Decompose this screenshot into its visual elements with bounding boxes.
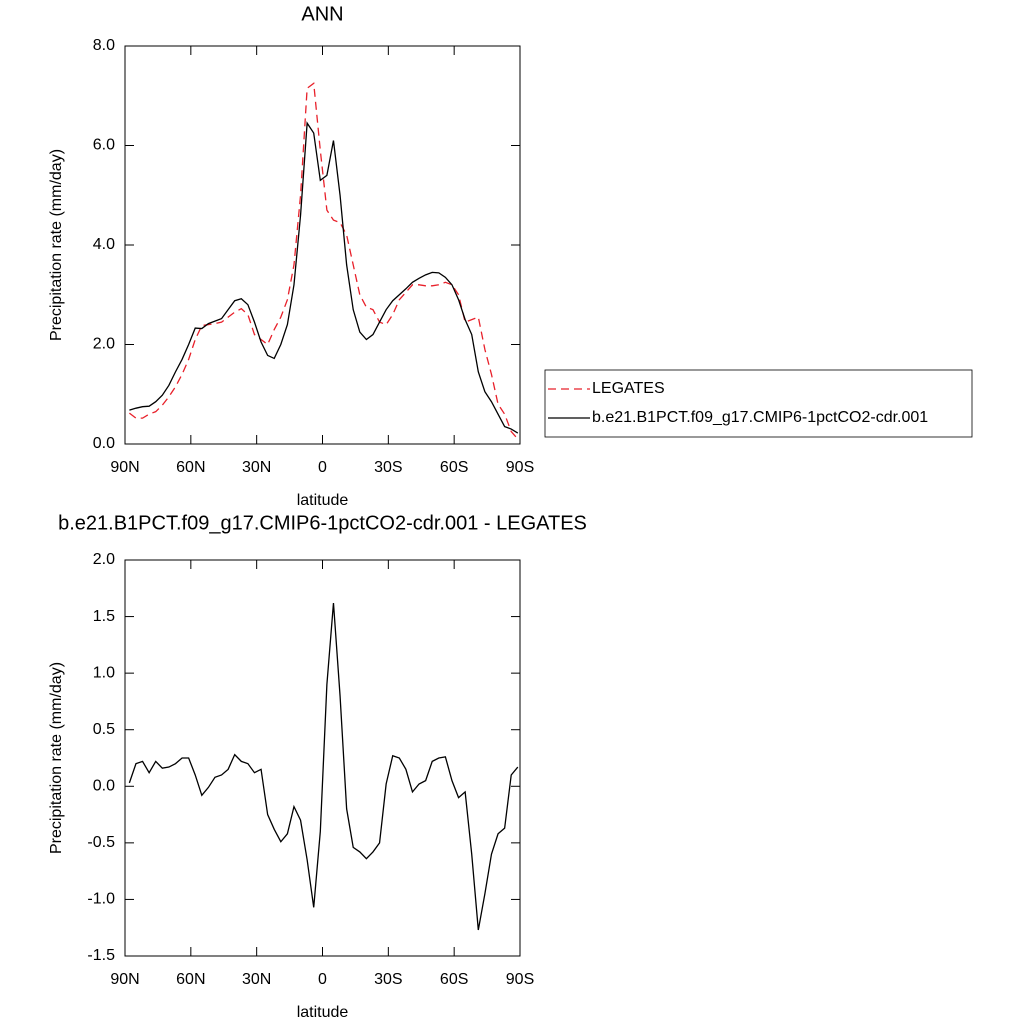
y-tick-label: 0.0 [93, 778, 115, 795]
x-tick-label: 90S [506, 459, 534, 476]
x-tick-label: 60N [176, 459, 205, 476]
legend-box [544, 369, 973, 438]
x-tick-label: 90N [110, 459, 139, 476]
y-tick-label: 1.5 [93, 608, 115, 625]
x-tick-label: 0 [318, 459, 327, 476]
x-tick-label: 90S [506, 971, 534, 988]
x-tick-label: 60S [440, 459, 468, 476]
y-tick-label: 2.0 [93, 336, 115, 353]
y-tick-label: 0.0 [93, 435, 115, 452]
x-tick-label: 30S [374, 459, 402, 476]
chart-title: b.e21.B1PCT.f09_g17.CMIP6-1pctCO2-cdr.00… [58, 512, 587, 534]
y-tick-label: 4.0 [93, 236, 115, 253]
series-line [128, 82, 519, 440]
legend-label: LEGATES [592, 380, 665, 397]
y-tick-label: 8.0 [93, 37, 115, 54]
series-line [129, 121, 519, 434]
legend-label: b.e21.B1PCT.f09_g17.CMIP6-1pctCO2-cdr.00… [592, 409, 928, 426]
y-tick-label: 2.0 [93, 551, 115, 568]
y-axis-label: Precipitation rate (mm/day) [48, 662, 65, 854]
y-tick-label: 6.0 [93, 137, 115, 154]
x-tick-label: 60S [440, 971, 468, 988]
x-tick-label: 60N [176, 971, 205, 988]
x-tick-label: 0 [318, 971, 327, 988]
x-tick-label: 30S [374, 971, 402, 988]
series-line [128, 602, 519, 931]
x-axis-label: latitude [297, 492, 349, 509]
plot-frame [124, 45, 521, 445]
chart-title: ANN [301, 3, 343, 25]
x-tick-label: 90N [110, 971, 139, 988]
y-tick-label: 1.0 [93, 664, 115, 681]
y-tick-label: -0.5 [87, 834, 115, 851]
plot-frame [124, 559, 521, 957]
x-axis-label: latitude [297, 1004, 349, 1021]
x-tick-label: 30N [242, 971, 271, 988]
y-tick-label: -1.0 [87, 891, 115, 908]
y-tick-label: 0.5 [93, 721, 115, 738]
x-tick-label: 30N [242, 459, 271, 476]
y-tick-label: -1.5 [87, 947, 115, 964]
y-axis-label: Precipitation rate (mm/day) [48, 149, 65, 341]
